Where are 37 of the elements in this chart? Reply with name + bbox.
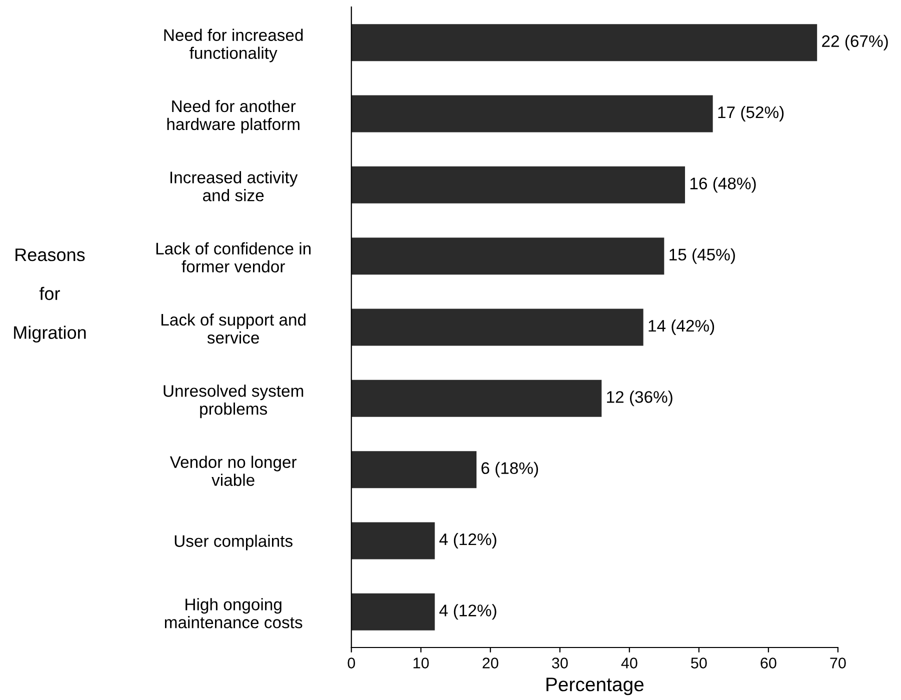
x-tick-label: 60 — [760, 658, 776, 668]
data-label: 16 (48%) — [690, 177, 756, 193]
bar — [351, 380, 602, 417]
y-tick-label: Need for increased functionality — [164, 28, 303, 62]
bar — [351, 24, 818, 62]
data-label: 15 (45%) — [670, 248, 735, 264]
data-label: 4 (12%) — [439, 532, 496, 549]
bar — [351, 593, 435, 630]
x-tick-label: 0 — [348, 658, 356, 668]
y-tick-label: Unresolved system problems — [164, 384, 304, 418]
bar — [351, 95, 713, 132]
y-tick-label: High ongoing maintenance costs — [164, 598, 302, 628]
data-label: 6 (18%) — [482, 462, 538, 478]
data-label: 14 (42%) — [648, 319, 714, 336]
y-tick-label: Need for another hardware platform — [167, 100, 300, 134]
text: Reasons for Migration — [14, 248, 86, 343]
bar — [351, 238, 664, 275]
y-tick-label: Vendor no longer viable — [170, 456, 297, 486]
x-tick-label: 30 — [552, 658, 568, 668]
bar — [351, 522, 435, 560]
bar — [351, 451, 476, 488]
x-tick-label: 20 — [482, 658, 498, 668]
x-axis-title: Percentage — [546, 678, 644, 696]
data-label: 22 (67%) — [822, 34, 888, 50]
x-tick-label: 40 — [621, 658, 638, 668]
data-label: 17 (52%) — [718, 106, 784, 122]
y-tick-label: Lack of support and service — [162, 313, 306, 344]
x-tick-label: 70 — [830, 658, 846, 668]
y-tick-label: User complaints — [174, 534, 292, 550]
data-label: 4 (12%) — [439, 604, 496, 620]
bar — [351, 166, 686, 204]
y-tick-label: Lack of confidence in former vendor — [156, 242, 311, 272]
x-tick-label: 50 — [691, 658, 707, 668]
data-label: 12 (36%) — [607, 390, 672, 406]
bar — [351, 308, 644, 346]
x-tick-label: 10 — [414, 658, 429, 668]
y-tick-label: Increased activity and size — [170, 171, 298, 202]
